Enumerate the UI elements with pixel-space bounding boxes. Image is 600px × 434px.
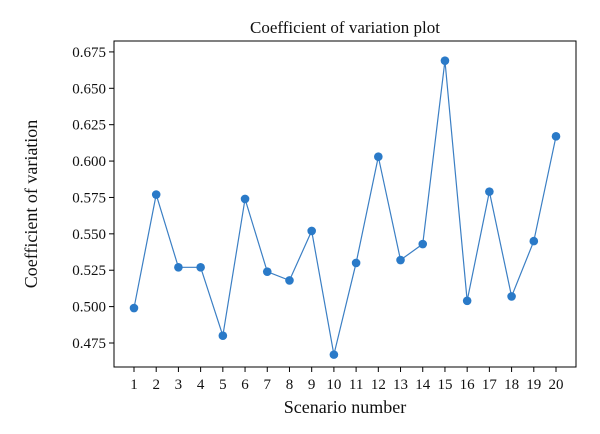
- y-tick-label: 0.475: [72, 336, 106, 352]
- data-point: [351, 258, 361, 268]
- data-point: [174, 263, 183, 272]
- plot-frame: [113, 40, 577, 368]
- x-tick-label: 20: [549, 377, 564, 393]
- x-tick-label: 11: [349, 377, 363, 393]
- x-tick-label: 5: [219, 377, 227, 393]
- x-tick-label: 17: [482, 377, 498, 393]
- data-point: [507, 292, 516, 301]
- data-point: [440, 56, 450, 65]
- data-point: [285, 276, 294, 285]
- data-point: [196, 263, 205, 272]
- x-tick-label: 8: [286, 377, 294, 393]
- data-point: [485, 187, 494, 196]
- y-tick-label: 0.500: [72, 300, 106, 316]
- x-tick-label: 7: [264, 377, 272, 393]
- x-tick-label: 10: [326, 377, 341, 393]
- x-tick-label: 18: [504, 377, 519, 393]
- data-point: [529, 236, 539, 246]
- data-point: [551, 132, 561, 141]
- x-tick-label: 3: [175, 377, 183, 393]
- x-tick-label: 16: [460, 377, 476, 393]
- data-point: [374, 152, 383, 162]
- x-tick-label: 14: [415, 377, 431, 393]
- y-tick-label: 0.625: [72, 118, 106, 134]
- chart-title: Coefficient of variation plot: [250, 18, 440, 37]
- x-tick-label: 4: [197, 377, 205, 393]
- data-point: [240, 194, 250, 204]
- y-tick-label: 0.650: [72, 81, 106, 97]
- x-axis-label: Scenario number: [284, 397, 406, 417]
- data-point: [151, 190, 161, 199]
- x-tick-label: 6: [241, 377, 249, 393]
- data-point: [262, 267, 272, 276]
- x-tick-label: 1: [130, 377, 138, 393]
- x-tick-label: 12: [371, 377, 386, 393]
- x-tick-label: 15: [437, 377, 452, 393]
- y-axis-label: Coefficient of variation: [21, 120, 41, 289]
- x-tick-label: 2: [152, 377, 160, 393]
- y-tick-label: 0.525: [72, 263, 106, 279]
- data-point: [462, 296, 472, 306]
- data-point: [418, 239, 428, 249]
- y-tick-label: 0.575: [72, 190, 106, 206]
- data-point: [396, 255, 405, 265]
- x-tick-label: 13: [393, 377, 408, 393]
- y-tick-label: 0.675: [72, 45, 106, 61]
- x-tick-label: 9: [308, 377, 316, 393]
- x-tick-label: 19: [526, 377, 541, 393]
- series-line: [133, 60, 557, 355]
- data-point: [218, 331, 228, 341]
- data-point: [329, 350, 339, 359]
- y-tick-label: 0.600: [72, 154, 106, 170]
- data-point: [307, 226, 316, 236]
- data-point: [129, 303, 139, 313]
- y-tick-label: 0.550: [72, 227, 106, 243]
- plot-area: 0.475 0.500 0.525 0.550 0.575 0.600 0.625 0.650…: [72, 40, 577, 393]
